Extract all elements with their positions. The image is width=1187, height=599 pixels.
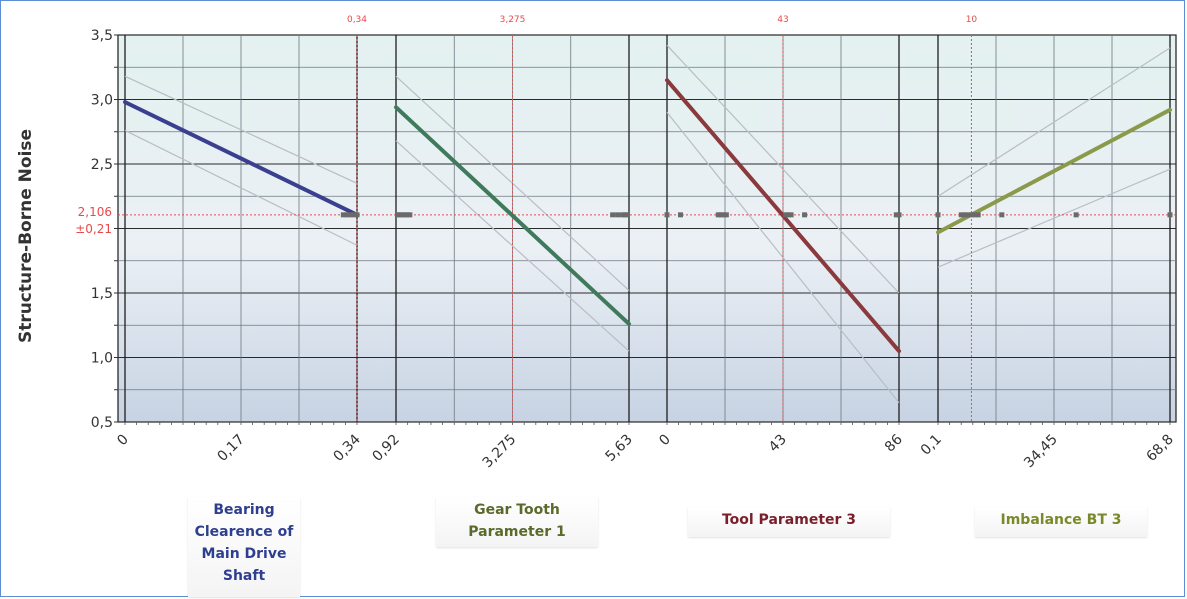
design-point xyxy=(615,212,621,218)
y-tick-label: 1,5 xyxy=(91,286,113,302)
design-point xyxy=(1073,212,1079,218)
design-point xyxy=(893,212,899,218)
design-point xyxy=(896,212,902,218)
design-point xyxy=(340,212,346,218)
design-point xyxy=(610,212,616,218)
design-point xyxy=(962,212,968,218)
design-point xyxy=(999,212,1005,218)
x-tick-label: 86 xyxy=(882,431,906,455)
factor-label-0: Bearing Clearence of Main Drive Shaft xyxy=(188,497,300,597)
factor-label-3-text: Imbalance BT 3 xyxy=(1000,512,1122,528)
lower-confidence-line xyxy=(937,168,1171,268)
design-point xyxy=(354,212,360,218)
design-point xyxy=(965,212,971,218)
design-point xyxy=(785,212,791,218)
y-tick-label: 3,5 xyxy=(91,28,113,44)
y-tick-label: 3,0 xyxy=(91,93,113,109)
prediction-line xyxy=(123,100,359,217)
x-tick-label: 68,8 xyxy=(1143,432,1176,465)
design-point xyxy=(677,212,683,218)
lower-confidence-line xyxy=(124,129,358,246)
x-tick-label: 0,92 xyxy=(369,432,402,465)
design-point xyxy=(788,212,794,218)
y-tick-label: 2,5 xyxy=(91,157,113,173)
design-point xyxy=(935,212,941,218)
current-setting-label: 3,275 xyxy=(500,15,526,25)
factor-label-2-text: Tool Parameter 3 xyxy=(721,512,857,528)
x-tick-label: 0,17 xyxy=(214,432,247,465)
design-point xyxy=(407,212,413,218)
design-point xyxy=(783,212,789,218)
x-tick-label: 0 xyxy=(114,432,132,450)
upper-confidence-line xyxy=(666,44,900,294)
factor-label-1-text: Gear Tooth Parameter 1 xyxy=(468,502,566,540)
design-point xyxy=(802,212,808,218)
factor-label-2: Tool Parameter 3 xyxy=(688,507,890,537)
design-point xyxy=(972,212,978,218)
lower-confidence-line xyxy=(666,112,900,404)
design-point xyxy=(344,212,350,218)
current-setting-label: 10 xyxy=(966,15,978,25)
x-tick-label: 0 xyxy=(656,432,674,450)
prediction-line xyxy=(665,78,901,354)
x-tick-label: 43 xyxy=(766,432,790,456)
y-axis-title: Structure-Borne Noise xyxy=(16,128,36,344)
design-point xyxy=(975,212,981,218)
design-point xyxy=(958,212,964,218)
design-point xyxy=(715,212,721,218)
design-point xyxy=(968,212,974,218)
factor-label-1: Gear Tooth Parameter 1 xyxy=(436,497,598,547)
y-axis-title-wrap: Structure-Borne Noise xyxy=(6,0,46,420)
design-point xyxy=(723,212,729,218)
current-setting-label: 43 xyxy=(777,15,788,25)
y-tick-label: 0,5 xyxy=(91,415,113,431)
design-point xyxy=(1167,212,1173,218)
prediction-line xyxy=(936,107,1172,235)
x-tick-label: 5,63 xyxy=(602,432,635,465)
factor-label-3: Imbalance BT 3 xyxy=(975,507,1147,537)
design-point xyxy=(351,212,357,218)
lower-confidence-line xyxy=(395,140,630,352)
chart-svg: 0,5 1,0 1,5 2,5 3,0 3,5 2,106 ±0,21 0,34 0 0,17 0,3… xyxy=(75,15,1177,470)
upper-confidence-line xyxy=(124,75,358,184)
design-point xyxy=(718,212,724,218)
y-tick-label: 1,0 xyxy=(91,351,113,367)
x-tick-label: 0,34 xyxy=(330,431,363,464)
x-tick-label: 3,275 xyxy=(480,432,520,470)
factor-label-0-text: Bearing Clearence of Main Drive Shaft xyxy=(194,502,294,584)
x-tick-label: 34,45 xyxy=(1021,432,1061,470)
design-point xyxy=(625,212,631,218)
x-tick-label: 0,1 xyxy=(918,432,945,459)
design-point xyxy=(721,212,727,218)
design-point xyxy=(347,212,353,218)
current-setting-label: 0,34 xyxy=(347,15,367,25)
prediction-line xyxy=(394,105,631,326)
response-value-label: 2,106 xyxy=(78,205,112,219)
design-point xyxy=(664,212,670,218)
response-interval-label: ±0,21 xyxy=(75,222,112,236)
upper-confidence-line xyxy=(937,47,1171,197)
